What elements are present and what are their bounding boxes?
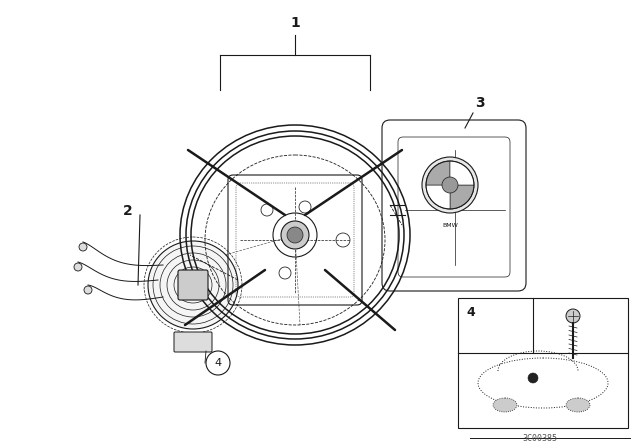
FancyBboxPatch shape — [174, 332, 212, 352]
Circle shape — [281, 221, 309, 249]
Circle shape — [74, 263, 82, 271]
Text: 1: 1 — [290, 16, 300, 30]
Text: 4: 4 — [466, 306, 475, 319]
Circle shape — [566, 309, 580, 323]
Circle shape — [528, 373, 538, 383]
Ellipse shape — [148, 241, 238, 329]
Circle shape — [287, 227, 303, 243]
Text: 2: 2 — [124, 204, 133, 218]
Ellipse shape — [566, 398, 590, 412]
Text: 3: 3 — [475, 96, 484, 110]
Circle shape — [84, 286, 92, 294]
Circle shape — [79, 243, 87, 251]
Ellipse shape — [493, 398, 517, 412]
Circle shape — [442, 177, 458, 193]
Wedge shape — [450, 161, 474, 185]
Circle shape — [422, 157, 478, 213]
Text: 4: 4 — [214, 358, 221, 368]
FancyBboxPatch shape — [178, 270, 208, 300]
Text: BMW: BMW — [442, 223, 458, 228]
Wedge shape — [426, 185, 450, 209]
Bar — [458, 298, 628, 428]
Circle shape — [206, 351, 230, 375]
Wedge shape — [450, 185, 474, 209]
Wedge shape — [426, 161, 450, 185]
Text: 3C00385: 3C00385 — [522, 434, 557, 443]
